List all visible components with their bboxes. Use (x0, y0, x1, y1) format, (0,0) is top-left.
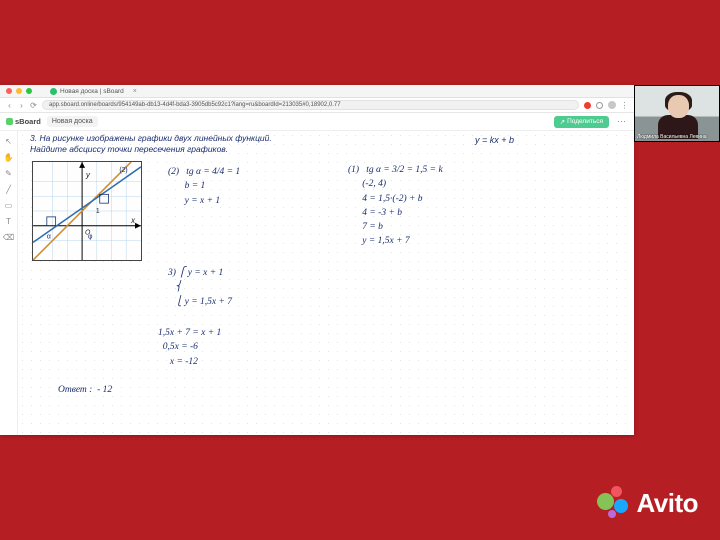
browser-urlbar: ‹ › ⟳ app.sboard.online/boards/954149ab-… (0, 98, 634, 113)
maximize-window-icon[interactable] (26, 88, 32, 94)
more-menu-icon[interactable]: ⋯ (615, 116, 628, 127)
work-system: 3) ⎧ y = x + 1 ⎨ ⎩ y = 1,5x + 7 (168, 266, 232, 309)
whiteboard-canvas[interactable]: 3. На рисунке изображены графики двух ли… (18, 131, 634, 435)
hand-tool-icon[interactable]: ✋ (4, 153, 13, 162)
work-solve: 1,5x + 7 = x + 1 0,5x = -6 x = -12 (158, 326, 221, 369)
nav-forward-icon[interactable]: › (18, 102, 25, 109)
share-icon: ↗ (560, 118, 565, 126)
text-tool-icon[interactable]: T (4, 217, 13, 226)
svg-text:y: y (85, 171, 91, 180)
browser-menu-icon[interactable]: ⋮ (621, 102, 628, 109)
svg-text:(2): (2) (119, 167, 127, 174)
tab-close-icon[interactable]: × (133, 88, 137, 95)
nav-back-icon[interactable]: ‹ (6, 102, 13, 109)
work-col2: (2) tg α = 4/4 = 1 b = 1 y = x + 1 (168, 165, 240, 208)
pen-tool-icon[interactable]: ✎ (4, 169, 13, 178)
video-person (659, 93, 697, 137)
close-window-icon[interactable] (6, 88, 12, 94)
side-toolbar: ↖ ✋ ✎ ╱ ▭ T ⌫ (0, 131, 18, 435)
logo-text: sBoard (15, 117, 41, 126)
url-input[interactable]: app.sboard.online/boards/954149ab-db13-4… (42, 100, 579, 110)
work-col1: (1) tg α = 3/2 = 1,5 = k (-2, 4) 4 = 1,5… (348, 163, 443, 249)
minimize-window-icon[interactable] (16, 88, 22, 94)
svg-text:φ: φ (88, 233, 93, 240)
share-label: Поделиться (567, 118, 603, 125)
video-participant-tile[interactable]: Людмила Васильевна Левина (634, 85, 720, 142)
work-answer: Ответ : - 12 (58, 383, 112, 397)
problem-line2: Найдите абсциссу точки пересечения графи… (30, 144, 272, 155)
board-tab-label: Новая доска (52, 118, 93, 125)
content-area: ↖ ✋ ✎ ╱ ▭ T ⌫ 3. На рисунке изображены г… (0, 131, 634, 435)
extension2-icon[interactable] (596, 102, 603, 109)
shape-tool-icon[interactable]: ▭ (4, 201, 13, 210)
svg-text:α: α (47, 233, 51, 240)
board-tab[interactable]: Новая доска (47, 116, 98, 127)
browser-tab[interactable]: Новая доска | sBoard × (50, 88, 137, 95)
svg-text:1: 1 (96, 208, 100, 215)
logo-icon (6, 118, 13, 125)
tab-title-text: Новая доска | sBoard (60, 88, 124, 95)
url-text: app.sboard.online/boards/954149ab-db13-4… (49, 102, 341, 108)
graph-figure: y x O 1 (2) α φ (32, 161, 142, 261)
problem-statement: 3. На рисунке изображены графики двух ли… (30, 133, 272, 154)
top-formula: y = kx + b (475, 135, 514, 145)
extension-icon[interactable] (584, 102, 591, 109)
url-right-icons: ⋮ (584, 101, 628, 109)
profile-avatar-icon[interactable] (608, 101, 616, 109)
eraser-tool-icon[interactable]: ⌫ (4, 233, 13, 242)
share-button[interactable]: ↗ Поделиться (554, 116, 609, 128)
avito-watermark: Avito (597, 486, 698, 520)
avito-logo-icon (597, 486, 631, 520)
cursor-tool-icon[interactable]: ↖ (4, 137, 13, 146)
participant-name: Людмила Васильевна Левина (637, 134, 717, 140)
nav-reload-icon[interactable]: ⟳ (30, 102, 37, 109)
app-logo[interactable]: sBoard (6, 117, 41, 126)
line-tool-icon[interactable]: ╱ (4, 185, 13, 194)
window-titlebar: Новая доска | sBoard × (0, 85, 634, 98)
avito-wordmark: Avito (636, 488, 698, 519)
problem-line1: 3. На рисунке изображены графики двух ли… (30, 133, 272, 144)
favicon-icon (50, 88, 57, 95)
browser-window: Новая доска | sBoard × ‹ › ⟳ app.sboard.… (0, 85, 634, 435)
app-toolbar: sBoard Новая доска ↗ Поделиться ⋯ (0, 113, 634, 131)
